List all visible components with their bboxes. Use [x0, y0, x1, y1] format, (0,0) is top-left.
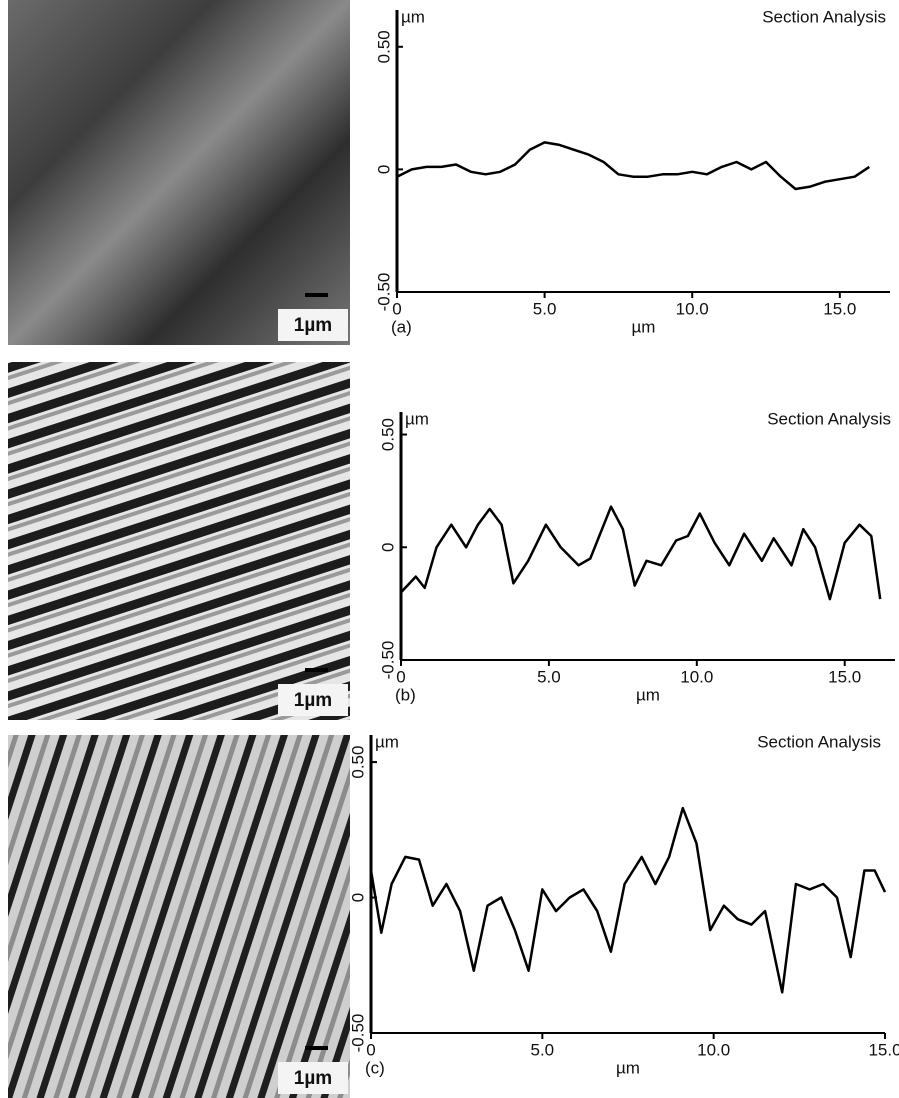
x-tick-label: 0 [366, 1040, 375, 1059]
y-unit: µm [401, 7, 425, 26]
x-tick-label: 10.0 [680, 667, 713, 686]
panel-label: (c) [365, 1058, 385, 1077]
x-tick-label: 0 [396, 667, 405, 686]
scale-bar-label: 1µm [294, 690, 332, 711]
afm-image-c [8, 735, 350, 1098]
chart-title: Section Analysis [762, 7, 886, 26]
y-tick-label: 0 [374, 165, 393, 174]
y-tick-label: 0 [348, 893, 367, 902]
scale-bar-box [278, 1062, 348, 1094]
x-tick-label: 10.0 [697, 1040, 730, 1059]
x-tick-label: 15.0 [823, 299, 856, 318]
x-axis-label: µm [616, 1058, 640, 1077]
chart-title: Section Analysis [767, 409, 891, 428]
y-tick-label: 0 [378, 543, 397, 552]
x-axis-label: µm [636, 685, 660, 704]
chart-title: Section Analysis [757, 732, 881, 751]
x-tick-label: 10.0 [676, 299, 709, 318]
x-tick-label: 5.0 [531, 1040, 555, 1059]
y-tick-label: -0.50 [374, 273, 393, 312]
afm-image-b [8, 362, 350, 720]
scale-bar-label: 1µm [294, 315, 332, 336]
y-unit: µm [375, 732, 399, 751]
panel-label: (a) [391, 317, 412, 336]
profile-line [396, 141, 870, 191]
afm-image-a [8, 0, 350, 345]
profile-line [400, 505, 882, 601]
x-tick-label: 15.0 [868, 1040, 899, 1059]
x-axis-label: µm [632, 317, 656, 336]
y-tick-label: -0.50 [348, 1014, 367, 1053]
y-unit: µm [405, 409, 429, 428]
y-tick-label: 0.50 [374, 30, 393, 63]
panel-label: (b) [395, 685, 416, 704]
scale-bar-box [278, 309, 348, 341]
x-tick-label: 5.0 [533, 299, 557, 318]
y-tick-label: 0.50 [378, 418, 397, 451]
profile-line [369, 806, 887, 994]
x-tick-label: 5.0 [537, 667, 561, 686]
x-tick-label: 0 [392, 299, 401, 318]
scale-bar-label: 1µm [294, 1068, 332, 1089]
y-tick-label: 0.50 [348, 746, 367, 779]
x-tick-label: 15.0 [828, 667, 861, 686]
y-tick-label: -0.50 [378, 641, 397, 680]
scale-bar-box [278, 684, 348, 716]
